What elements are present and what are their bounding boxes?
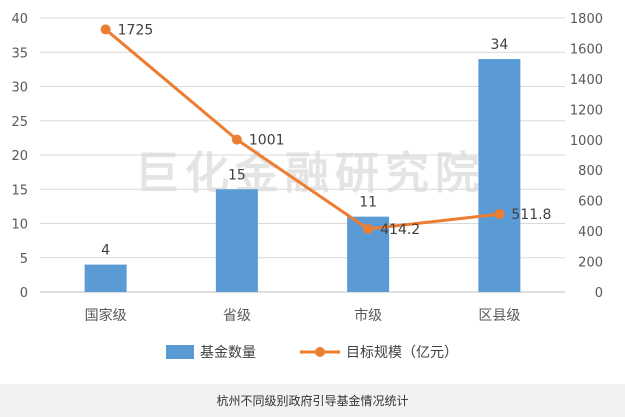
y-right-tick-label: 1600 [570, 42, 603, 57]
y-right-tick-label: 1800 [570, 12, 603, 27]
line-series: 1725 1001 414.2 511.8 [100, 22, 551, 238]
bar-data-label: 11 [359, 195, 377, 211]
y-right-tick-label: 400 [578, 225, 603, 240]
y-left-tick-label: 40 [11, 12, 28, 27]
caption-bar: 杭州不同级别政府引导基金情况统计 [0, 384, 625, 417]
y-left-tick-label: 25 [11, 115, 28, 130]
x-tick-label: 省级 [223, 308, 251, 324]
y-right-tick-label: 1200 [570, 103, 603, 118]
line-data-label: 1001 [249, 133, 285, 149]
y-axis-right: 0 200 400 600 800 1000 1200 1400 1600 1800 [570, 12, 603, 301]
line-point [494, 209, 505, 220]
x-tick-label: 国家级 [85, 307, 127, 324]
legend-label-bar: 基金数量 [200, 344, 256, 361]
legend-swatch-bar [166, 345, 194, 359]
x-axis: 国家级 省级 市级 区县级 [85, 307, 521, 324]
line-point [231, 134, 242, 145]
line-data-label: 414.2 [380, 222, 420, 238]
y-right-tick-label: 0 [595, 286, 603, 301]
bar-data-label: 4 [101, 243, 110, 259]
chart: 巨化金融研究院 0 5 10 15 20 25 30 35 40 0 200 400 600 800 10… [11, 12, 603, 361]
watermark: 巨化金融研究院 [135, 148, 485, 199]
bar-series: 4 15 11 34 [84, 37, 521, 292]
line-data-label: 511.8 [511, 207, 551, 223]
y-left-tick-label: 15 [11, 183, 28, 198]
line-data-label: 1725 [118, 22, 154, 38]
x-tick-label: 区县级 [478, 308, 520, 324]
y-right-tick-label: 200 [578, 256, 603, 271]
y-left-tick-label: 30 [11, 81, 28, 96]
y-right-tick-label: 800 [578, 164, 603, 179]
caption: 杭州不同级别政府引导基金情况统计 [216, 394, 409, 408]
y-left-tick-label: 35 [11, 46, 28, 61]
y-left-tick-label: 5 [20, 252, 28, 267]
line-point [363, 223, 374, 234]
y-left-tick-label: 0 [20, 286, 28, 301]
y-right-tick-label: 1400 [570, 73, 603, 88]
bar [478, 59, 521, 292]
gridlines [40, 17, 565, 293]
y-right-tick-label: 1000 [570, 134, 603, 149]
line-point [100, 24, 111, 35]
bar [215, 189, 258, 292]
bar-data-label: 34 [490, 37, 508, 53]
bar-data-label: 15 [228, 167, 246, 183]
legend: 基金数量 目标规模（亿元） [166, 344, 458, 361]
y-left-tick-label: 20 [11, 149, 28, 164]
y-axis-left: 0 5 10 15 20 25 30 35 40 [11, 12, 28, 301]
x-tick-label: 市级 [354, 307, 382, 324]
bar [84, 264, 127, 292]
legend-label-line: 目标规模（亿元） [346, 345, 458, 361]
legend-swatch-marker [315, 347, 325, 357]
series-line [104, 28, 500, 231]
y-left-tick-label: 10 [11, 218, 28, 233]
y-right-tick-label: 600 [578, 195, 603, 210]
